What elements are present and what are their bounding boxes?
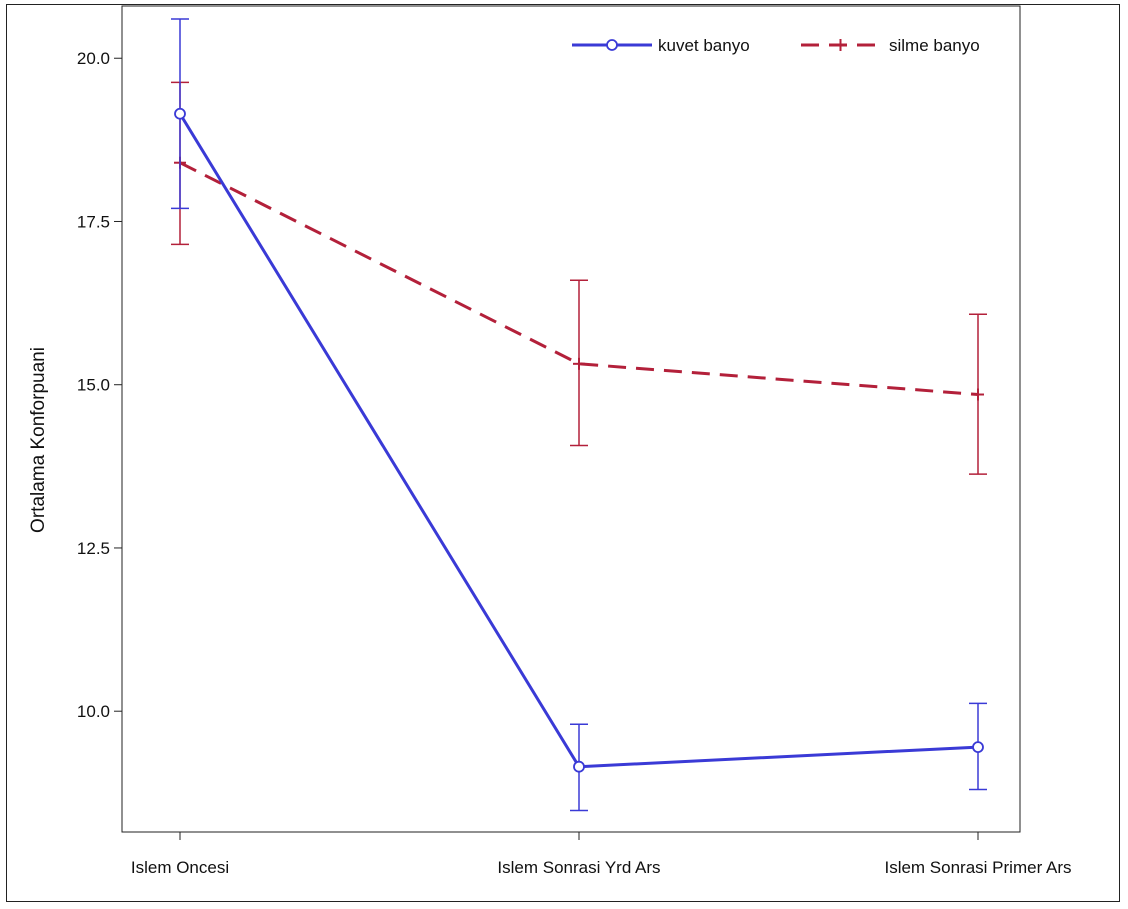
y-tick-label: 12.5 <box>77 539 110 558</box>
legend-item: silme banyo <box>801 36 980 55</box>
y-axis-title: Ortalama Konforpuani <box>28 347 49 533</box>
x-tick-label: Islem Oncesi <box>131 858 229 877</box>
plot-area <box>122 6 1020 832</box>
y-tick-label: 15.0 <box>77 376 110 395</box>
data-point <box>574 762 584 772</box>
x-tick-label: Islem Sonrasi Yrd Ars <box>497 858 660 877</box>
legend-item: kuvet banyo <box>572 36 750 55</box>
data-point <box>973 742 983 752</box>
data-point <box>972 389 984 401</box>
legend-label: silme banyo <box>889 36 980 55</box>
series-silme-banyo <box>171 82 987 474</box>
y-axis: 10.0 12.5 15.0 17.5 20.0 <box>77 49 122 721</box>
x-axis: Islem Oncesi Islem Sonrasi Yrd Ars Islem S… <box>131 832 1072 877</box>
data-point <box>175 109 185 119</box>
legend-marker <box>607 40 617 50</box>
y-tick-label: 20.0 <box>77 49 110 68</box>
data-point <box>573 358 585 370</box>
legend-label: kuvet banyo <box>658 36 750 55</box>
legend: kuvet banyo silme banyo <box>572 36 980 55</box>
y-tick-label: 10.0 <box>77 702 110 721</box>
series-layer <box>171 19 987 810</box>
y-tick-label: 17.5 <box>77 212 110 231</box>
x-tick-label: Islem Sonrasi Primer Ars <box>884 858 1071 877</box>
